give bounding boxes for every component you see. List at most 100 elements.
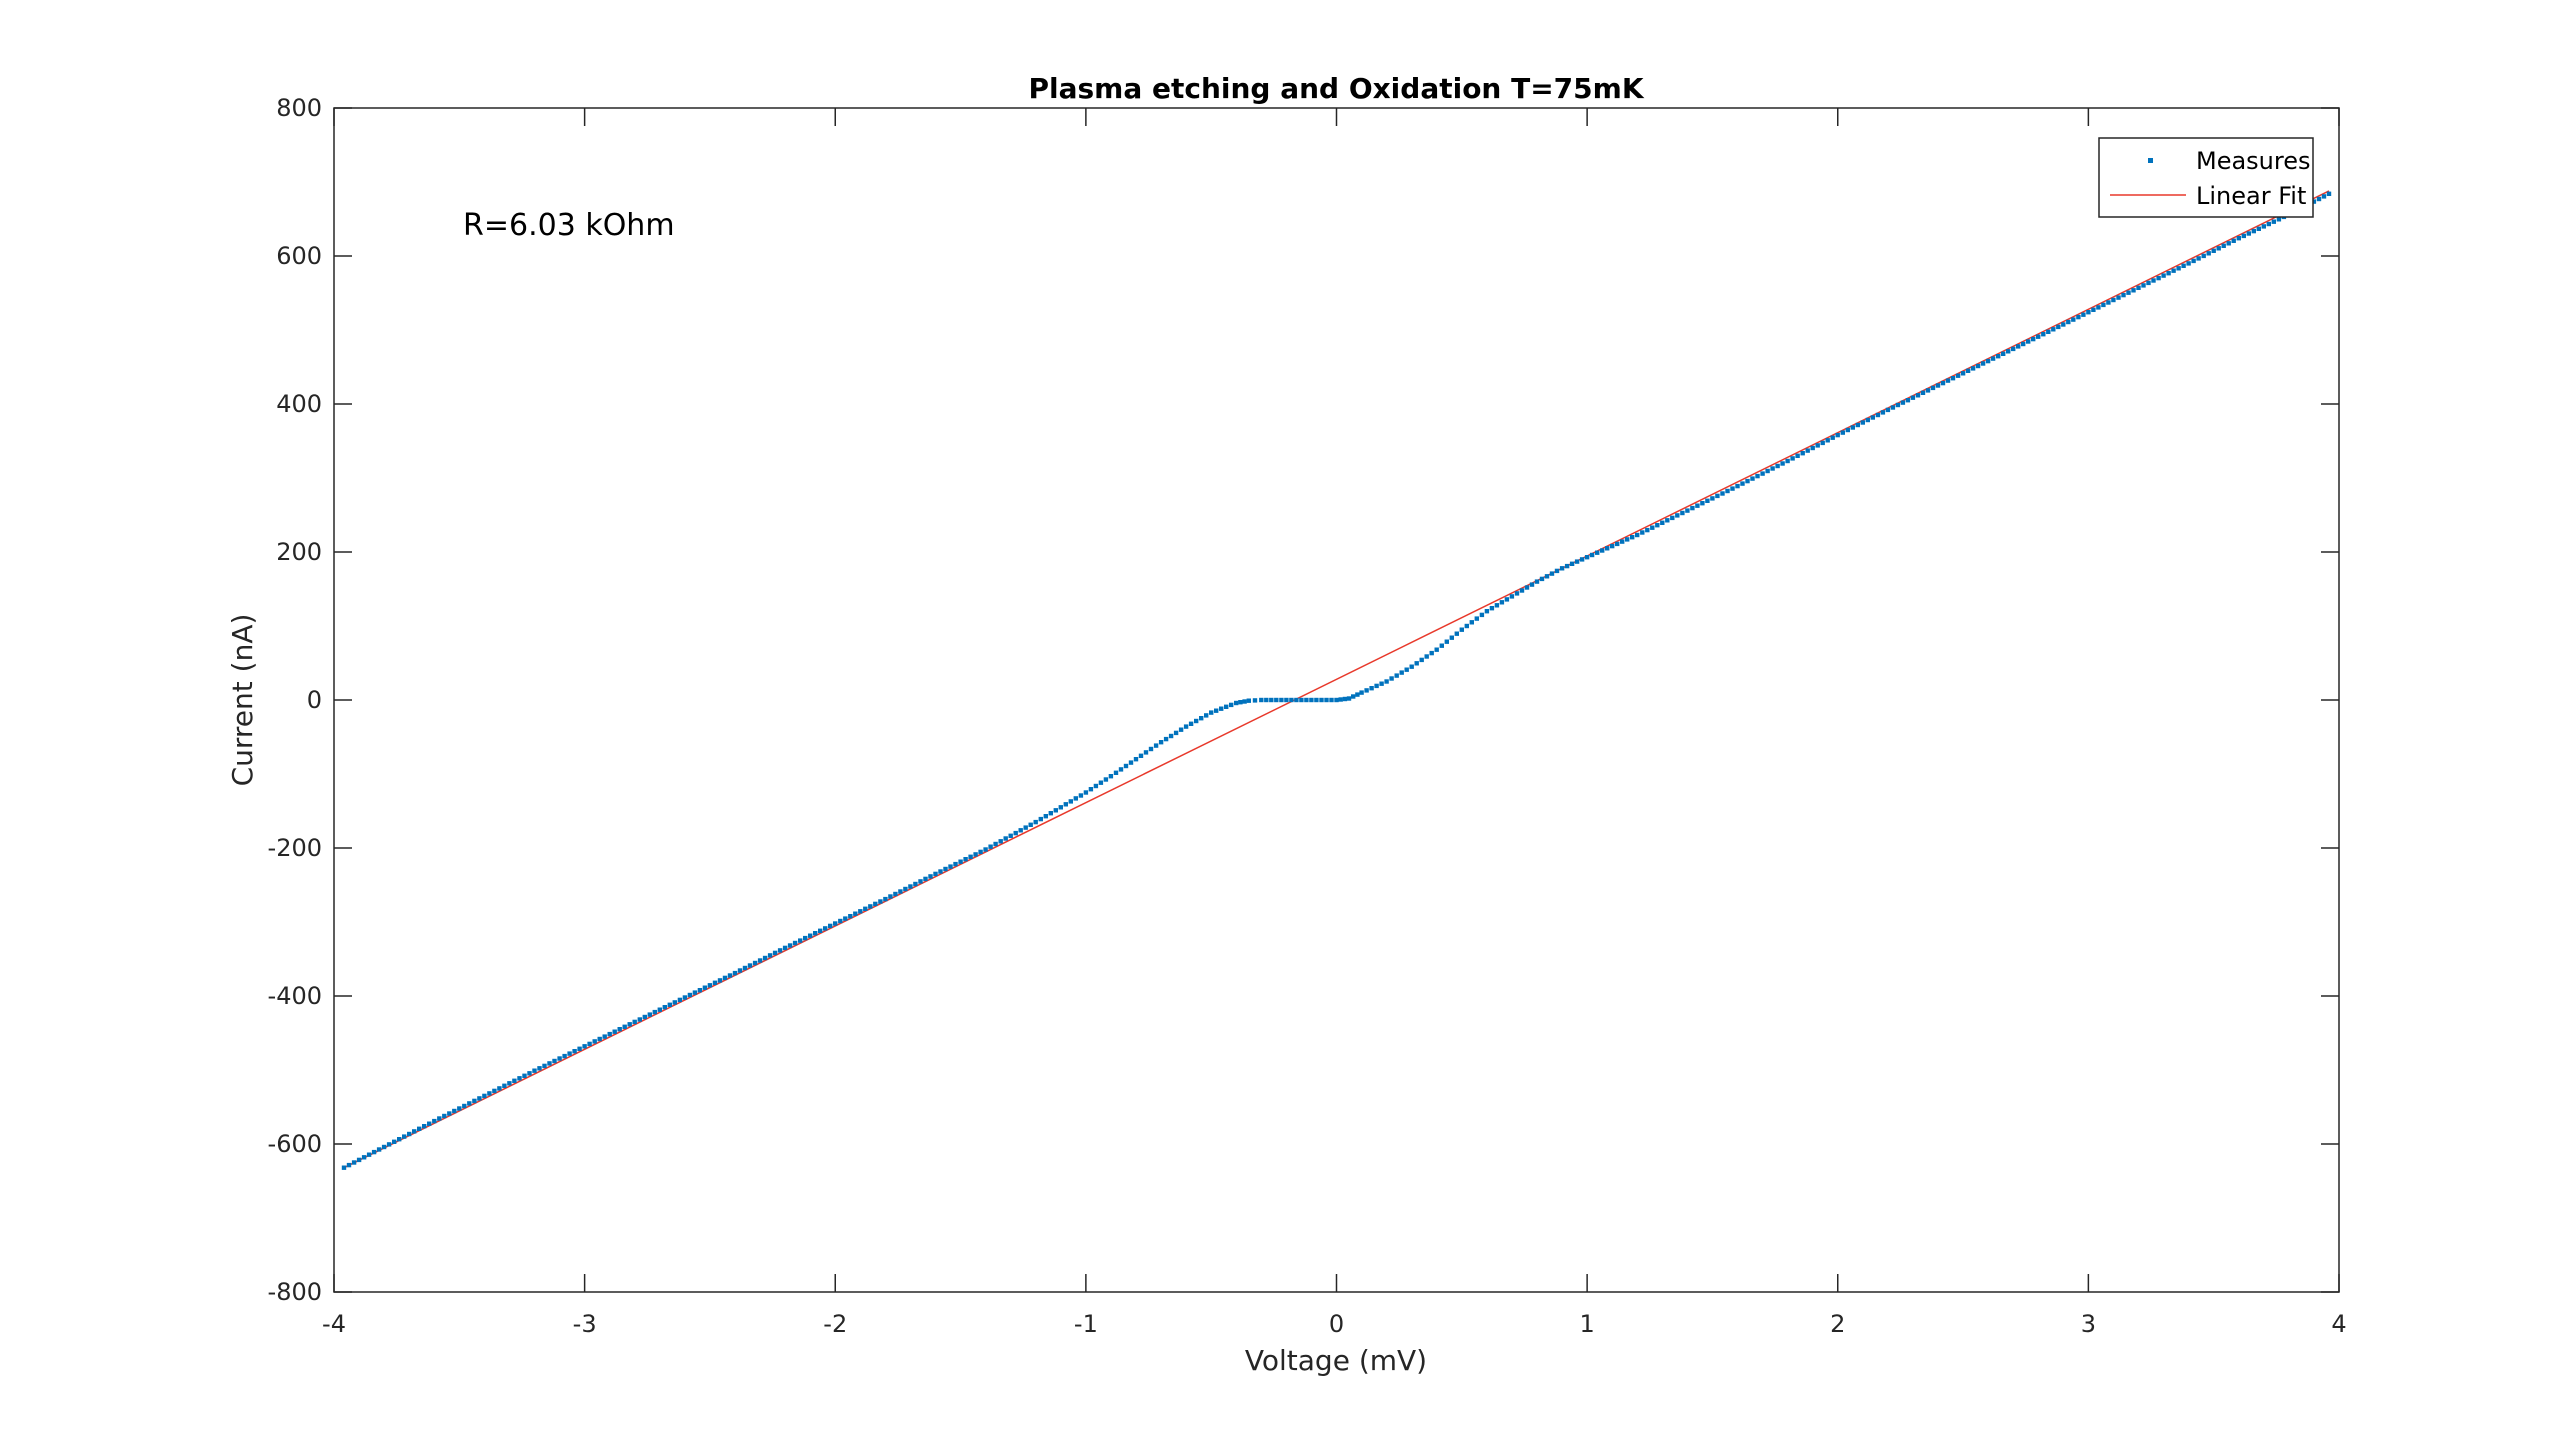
- measure-point: [1855, 422, 1860, 428]
- measure-point: [2116, 295, 2121, 300]
- measure-point: [602, 1034, 607, 1039]
- measure-point: [1053, 808, 1058, 813]
- measure-point: [1524, 585, 1530, 590]
- measure-point: [1209, 710, 1214, 715]
- measure-point: [1615, 541, 1620, 547]
- measure-point: [1509, 594, 1515, 599]
- measure-point: [1252, 698, 1258, 703]
- measure-point: [1379, 681, 1384, 686]
- measure-point: [923, 876, 928, 882]
- measure-point: [622, 1024, 627, 1029]
- measure-point: [341, 1165, 347, 1170]
- measure-point: [1469, 620, 1474, 625]
- x-tick-label: -4: [322, 1310, 346, 1338]
- measure-point: [1645, 527, 1650, 533]
- measure-point: [1680, 510, 1685, 516]
- measure-point: [432, 1118, 437, 1124]
- measure-point: [1740, 481, 1745, 486]
- measure-point: [983, 847, 988, 852]
- measure-point: [1950, 376, 1956, 381]
- measure-point: [938, 869, 943, 874]
- measure-point: [692, 990, 698, 995]
- measure-point: [2166, 271, 2171, 276]
- measure-point: [1900, 400, 1906, 405]
- measure-point: [1023, 825, 1028, 830]
- measure-point: [1960, 371, 1966, 376]
- measure-point: [888, 894, 893, 899]
- measure-point: [2251, 228, 2256, 234]
- y-tick-label: 400: [276, 390, 322, 418]
- measure-point: [2031, 336, 2036, 342]
- measure-point: [1955, 373, 1961, 378]
- measure-point: [1246, 698, 1251, 703]
- measure-point: [1800, 451, 1805, 456]
- measure-point: [1915, 393, 1921, 398]
- y-tick-label: 800: [276, 94, 322, 122]
- measure-point: [1845, 427, 1850, 433]
- measure-point: [818, 928, 823, 933]
- measure-point: [1890, 405, 1896, 410]
- measure-point: [2086, 310, 2091, 315]
- measure-point: [928, 874, 933, 879]
- measure-point: [978, 849, 983, 855]
- measure-point: [356, 1157, 362, 1163]
- measure-point: [1033, 819, 1038, 825]
- measure-point: [1820, 440, 1825, 446]
- measure-point: [2271, 219, 2276, 224]
- measure-point: [607, 1031, 612, 1037]
- measure-point: [552, 1058, 557, 1064]
- measure-point: [2161, 273, 2166, 278]
- measure-point: [577, 1046, 582, 1051]
- measure-point: [878, 899, 883, 904]
- measure-point: [1790, 456, 1795, 461]
- measure-point: [1750, 476, 1755, 481]
- measure-point: [2126, 290, 2131, 295]
- measure-point: [482, 1093, 487, 1099]
- measure-point: [1342, 696, 1348, 702]
- measure-point: [1945, 378, 1951, 383]
- measure-point: [762, 955, 768, 961]
- measure-point: [1204, 713, 1209, 718]
- measure-point: [697, 988, 703, 993]
- measure-point: [1865, 417, 1870, 423]
- x-tick-label: 4: [2331, 1310, 2346, 1338]
- measure-point: [437, 1116, 442, 1121]
- measure-point: [908, 884, 913, 889]
- y-tick-label: -400: [268, 982, 322, 1010]
- measure-point: [1188, 721, 1194, 726]
- measure-point: [517, 1076, 522, 1081]
- measure-point: [1494, 603, 1500, 608]
- measure-point: [2076, 314, 2081, 320]
- measure-point: [1630, 535, 1635, 540]
- resistance-annotation: R=6.03 kOhm: [463, 208, 675, 243]
- measure-point: [798, 938, 803, 943]
- measure-point: [2276, 217, 2282, 222]
- measure-point: [1930, 385, 1936, 391]
- measure-point: [1730, 486, 1735, 491]
- measure-point: [2186, 261, 2191, 266]
- measure-point: [2081, 312, 2086, 317]
- measure-point: [777, 948, 783, 953]
- measure-point: [647, 1012, 652, 1017]
- measure-point: [1640, 530, 1645, 535]
- measure-point: [1153, 743, 1159, 748]
- measure-point: [1113, 770, 1119, 775]
- measure-point: [2036, 334, 2041, 339]
- measure-point: [898, 889, 903, 894]
- measure-point: [1675, 513, 1680, 518]
- measure-point: [2266, 221, 2271, 227]
- measure-point: [1238, 700, 1243, 705]
- measure-point: [2231, 238, 2236, 243]
- measure-point: [1444, 639, 1449, 644]
- measure-point: [1579, 557, 1585, 562]
- measure-point: [587, 1041, 592, 1047]
- measure-point: [2171, 268, 2176, 273]
- measure-point: [1234, 700, 1239, 706]
- measure-point: [1138, 753, 1144, 758]
- measure-point: [2206, 251, 2211, 256]
- measure-point: [1875, 412, 1881, 418]
- measure-point: [1514, 591, 1520, 596]
- measure-point: [883, 896, 888, 902]
- measure-point: [472, 1098, 477, 1104]
- measure-point: [1264, 697, 1269, 703]
